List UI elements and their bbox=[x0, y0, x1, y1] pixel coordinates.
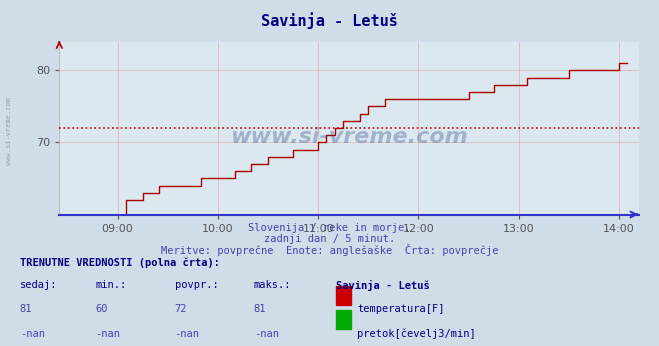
Text: pretok[čevelj3/min]: pretok[čevelj3/min] bbox=[357, 329, 476, 339]
Text: Savinja - Letuš: Savinja - Letuš bbox=[336, 280, 430, 291]
Text: Slovenija / reke in morje.: Slovenija / reke in morje. bbox=[248, 223, 411, 233]
Text: www.si-vreme.com: www.si-vreme.com bbox=[231, 127, 468, 147]
Text: povpr.:: povpr.: bbox=[175, 280, 218, 290]
Text: 60: 60 bbox=[96, 304, 108, 315]
Text: maks.:: maks.: bbox=[254, 280, 291, 290]
Text: -nan: -nan bbox=[20, 329, 45, 339]
Text: min.:: min.: bbox=[96, 280, 127, 290]
Text: 72: 72 bbox=[175, 304, 187, 315]
Text: -nan: -nan bbox=[254, 329, 279, 339]
Text: 81: 81 bbox=[254, 304, 266, 315]
Text: zadnji dan / 5 minut.: zadnji dan / 5 minut. bbox=[264, 234, 395, 244]
Text: sedaj:: sedaj: bbox=[20, 280, 57, 290]
Text: TRENUTNE VREDNOSTI (polna črta):: TRENUTNE VREDNOSTI (polna črta): bbox=[20, 258, 219, 268]
Text: www.si-vreme.com: www.si-vreme.com bbox=[5, 98, 12, 165]
Text: -nan: -nan bbox=[175, 329, 200, 339]
Text: Meritve: povprečne  Enote: anglešaške  Črta: povprečje: Meritve: povprečne Enote: anglešaške Črt… bbox=[161, 244, 498, 256]
Text: -nan: -nan bbox=[96, 329, 121, 339]
Text: temperatura[F]: temperatura[F] bbox=[357, 304, 445, 315]
Text: 81: 81 bbox=[20, 304, 32, 315]
Text: Savinja - Letuš: Savinja - Letuš bbox=[261, 12, 398, 29]
